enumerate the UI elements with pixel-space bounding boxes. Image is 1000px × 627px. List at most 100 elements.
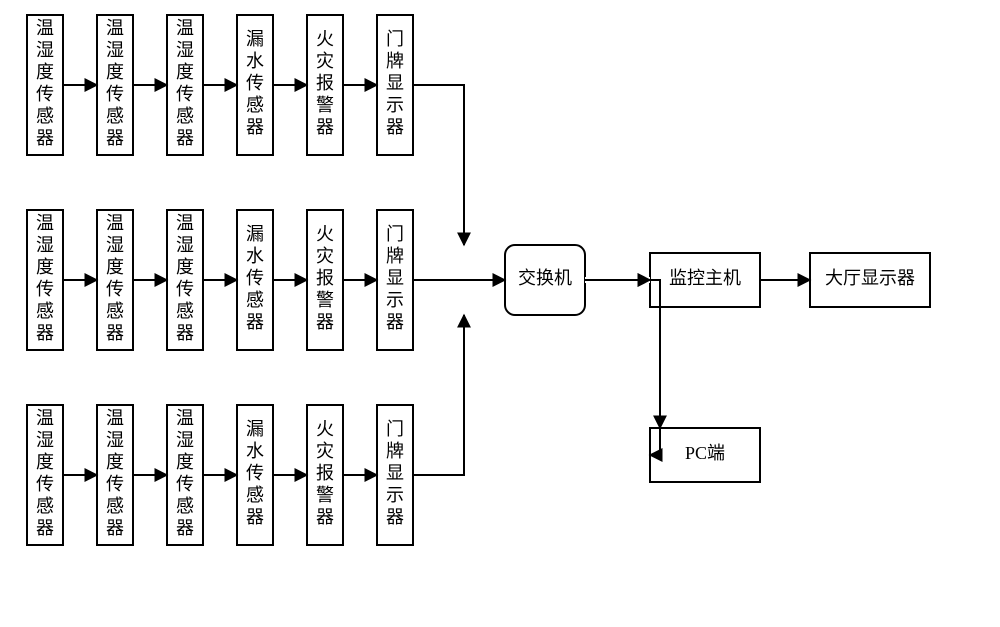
svg-text:传: 传 [246,73,264,93]
svg-text:温: 温 [106,18,124,38]
svg-text:监控主机: 监控主机 [669,268,741,288]
svg-text:大厅显示器: 大厅显示器 [825,268,915,288]
svg-text:器: 器 [106,518,124,538]
svg-text:火: 火 [316,224,334,244]
svg-text:温: 温 [176,213,194,233]
svg-text:灾: 灾 [316,246,334,266]
svg-text:传: 传 [106,84,124,104]
svg-text:度: 度 [106,257,124,277]
svg-text:器: 器 [36,323,54,343]
svg-text:湿: 湿 [106,235,124,255]
svg-text:传: 传 [36,84,54,104]
svg-text:器: 器 [246,117,264,137]
svg-text:传: 传 [176,84,194,104]
svg-text:漏: 漏 [246,29,264,49]
svg-text:显: 显 [386,268,404,288]
svg-text:温: 温 [106,213,124,233]
svg-text:灾: 灾 [316,51,334,71]
svg-text:湿: 湿 [176,430,194,450]
svg-text:灾: 灾 [316,441,334,461]
svg-text:交换机: 交换机 [518,268,572,288]
svg-text:传: 传 [106,279,124,299]
svg-text:湿: 湿 [176,235,194,255]
svg-text:感: 感 [176,106,194,126]
svg-text:感: 感 [176,301,194,321]
svg-text:水: 水 [246,246,264,266]
svg-text:牌: 牌 [386,246,404,266]
svg-text:门: 门 [386,29,404,49]
svg-text:感: 感 [246,95,264,115]
svg-text:火: 火 [316,419,334,439]
svg-text:漏: 漏 [246,224,264,244]
svg-text:感: 感 [106,496,124,516]
svg-text:度: 度 [36,452,54,472]
svg-text:警: 警 [316,290,334,310]
svg-text:湿: 湿 [106,40,124,60]
svg-text:示: 示 [386,485,404,505]
svg-text:感: 感 [176,496,194,516]
svg-text:显: 显 [386,73,404,93]
svg-text:器: 器 [246,312,264,332]
svg-text:水: 水 [246,51,264,71]
svg-text:器: 器 [106,323,124,343]
svg-text:警: 警 [316,485,334,505]
svg-text:温: 温 [36,213,54,233]
svg-text:度: 度 [106,452,124,472]
svg-text:传: 传 [176,279,194,299]
svg-text:传: 传 [246,463,264,483]
svg-text:显: 显 [386,463,404,483]
svg-text:湿: 湿 [36,430,54,450]
svg-text:器: 器 [246,507,264,527]
svg-text:器: 器 [176,323,194,343]
svg-text:器: 器 [386,507,404,527]
svg-text:传: 传 [36,279,54,299]
svg-text:感: 感 [36,106,54,126]
svg-text:湿: 湿 [106,430,124,450]
svg-text:器: 器 [176,518,194,538]
svg-text:温: 温 [176,18,194,38]
svg-text:度: 度 [36,62,54,82]
svg-text:感: 感 [106,106,124,126]
svg-text:报: 报 [316,73,334,93]
svg-text:器: 器 [316,507,334,527]
svg-text:报: 报 [316,268,334,288]
svg-text:火: 火 [316,29,334,49]
svg-text:感: 感 [246,485,264,505]
svg-text:器: 器 [386,312,404,332]
svg-text:温: 温 [106,408,124,428]
svg-text:示: 示 [386,290,404,310]
svg-text:温: 温 [36,408,54,428]
svg-text:传: 传 [36,474,54,494]
svg-text:牌: 牌 [386,441,404,461]
svg-text:门: 门 [386,224,404,244]
svg-text:感: 感 [106,301,124,321]
svg-text:湿: 湿 [36,40,54,60]
svg-text:器: 器 [176,128,194,148]
svg-text:器: 器 [316,117,334,137]
svg-text:器: 器 [36,518,54,538]
svg-text:报: 报 [316,463,334,483]
svg-text:温: 温 [176,408,194,428]
svg-text:门: 门 [386,419,404,439]
svg-text:感: 感 [36,496,54,516]
svg-text:感: 感 [246,290,264,310]
svg-text:温: 温 [36,18,54,38]
svg-text:度: 度 [36,257,54,277]
svg-text:器: 器 [106,128,124,148]
svg-text:水: 水 [246,441,264,461]
svg-text:PC端: PC端 [685,443,725,463]
svg-text:感: 感 [36,301,54,321]
svg-text:器: 器 [386,117,404,137]
svg-text:度: 度 [106,62,124,82]
svg-text:湿: 湿 [36,235,54,255]
svg-text:示: 示 [386,95,404,115]
svg-text:牌: 牌 [386,51,404,71]
svg-text:传: 传 [106,474,124,494]
svg-text:器: 器 [316,312,334,332]
svg-text:传: 传 [246,268,264,288]
svg-text:传: 传 [176,474,194,494]
svg-text:度: 度 [176,62,194,82]
svg-text:度: 度 [176,257,194,277]
svg-text:漏: 漏 [246,419,264,439]
svg-text:警: 警 [316,95,334,115]
